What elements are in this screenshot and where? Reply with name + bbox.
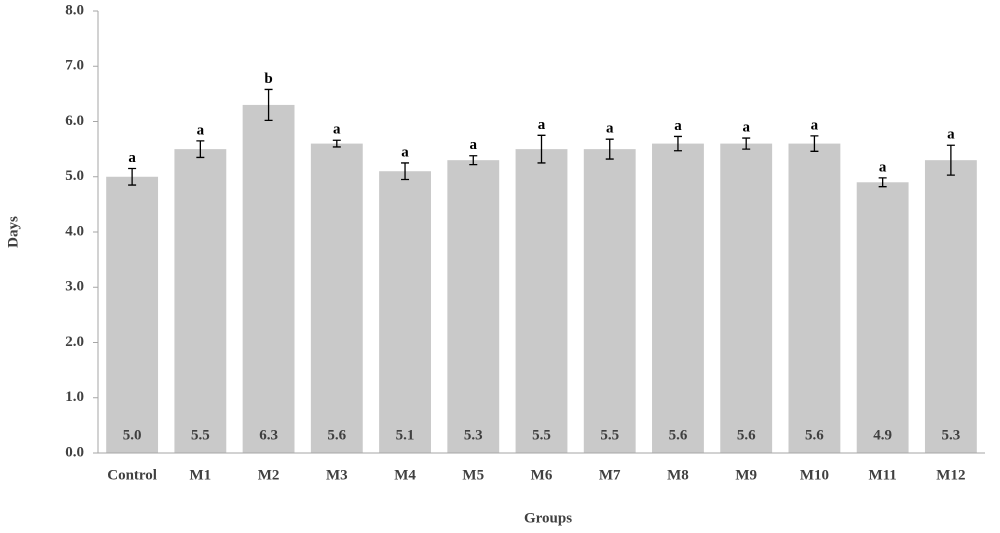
error-bar — [878, 177, 887, 188]
error-bar — [537, 134, 546, 164]
y-axis-title: Days — [5, 216, 21, 248]
error-bar — [742, 137, 751, 150]
bar — [515, 149, 568, 453]
significance-letter: a — [197, 122, 205, 138]
x-tick-label: Control — [107, 467, 157, 483]
x-tick-label: M12 — [936, 467, 965, 483]
error-bar — [264, 88, 273, 122]
bar — [924, 160, 977, 454]
x-tick-label: M11 — [868, 467, 896, 483]
significance-letter: b — [264, 71, 272, 87]
y-tick-label: 0.0 — [65, 444, 84, 460]
significance-letter: a — [879, 159, 887, 175]
error-bar — [946, 144, 955, 176]
x-tick-label: M3 — [326, 467, 348, 483]
value-label: 5.5 — [191, 427, 210, 443]
significance-letter: a — [401, 144, 409, 160]
bar — [856, 182, 909, 453]
error-bar — [469, 155, 478, 166]
error-bar — [128, 167, 137, 186]
y-tick-label: 4.0 — [65, 223, 84, 239]
error-bar — [196, 140, 205, 159]
x-tick-label: M2 — [258, 467, 280, 483]
x-axis-title: Groups — [524, 510, 572, 526]
significance-letter: a — [128, 150, 136, 166]
x-tick-label: M9 — [735, 467, 757, 483]
value-label: 5.6 — [805, 427, 824, 443]
y-tick-label: 7.0 — [65, 58, 84, 74]
bar — [447, 160, 500, 454]
value-label: 5.5 — [600, 427, 619, 443]
y-tick-label: 5.0 — [65, 168, 84, 184]
x-tick-label: M8 — [667, 467, 689, 483]
value-label: 5.6 — [327, 427, 346, 443]
bar — [652, 143, 704, 453]
value-label: 5.1 — [396, 427, 415, 443]
significance-letter: a — [811, 117, 819, 133]
significance-letter: a — [674, 118, 682, 134]
significance-letter: a — [538, 117, 546, 133]
significance-letter: a — [947, 127, 955, 143]
bar — [106, 176, 159, 453]
significance-letter: a — [606, 121, 614, 137]
value-label: 6.3 — [259, 427, 278, 443]
y-tick-label: 1.0 — [65, 389, 84, 405]
error-bar — [605, 138, 614, 160]
bar — [788, 143, 841, 453]
y-tick-label: 3.0 — [65, 279, 84, 295]
bar — [174, 149, 227, 453]
bar — [720, 143, 773, 453]
x-tick-label: M1 — [190, 467, 212, 483]
bar — [583, 149, 636, 453]
significance-letter: a — [333, 122, 341, 138]
x-tick-label: M10 — [800, 467, 829, 483]
value-label: 5.3 — [942, 427, 961, 443]
y-tick-label: 8.0 — [65, 2, 84, 18]
error-bar — [673, 135, 682, 152]
x-tick-label: M6 — [531, 467, 553, 483]
value-label: 5.6 — [737, 427, 756, 443]
x-tick-label: M4 — [394, 467, 416, 483]
y-tick-label: 6.0 — [65, 113, 84, 129]
significance-letter: a — [470, 137, 478, 153]
x-tick-label: M7 — [599, 467, 621, 483]
value-label: 5.6 — [669, 427, 688, 443]
error-bar — [332, 139, 341, 148]
bar — [379, 171, 431, 453]
value-label: 5.3 — [464, 427, 483, 443]
value-label: 4.9 — [873, 427, 892, 443]
x-tick-label: M5 — [462, 467, 484, 483]
y-tick-label: 2.0 — [65, 334, 84, 350]
value-label: 5.0 — [123, 427, 142, 443]
value-label: 5.5 — [532, 427, 551, 443]
bar — [310, 143, 363, 453]
bar — [242, 104, 295, 454]
error-bar — [401, 162, 410, 181]
significance-letter: a — [742, 120, 750, 136]
error-bar — [810, 135, 819, 152]
